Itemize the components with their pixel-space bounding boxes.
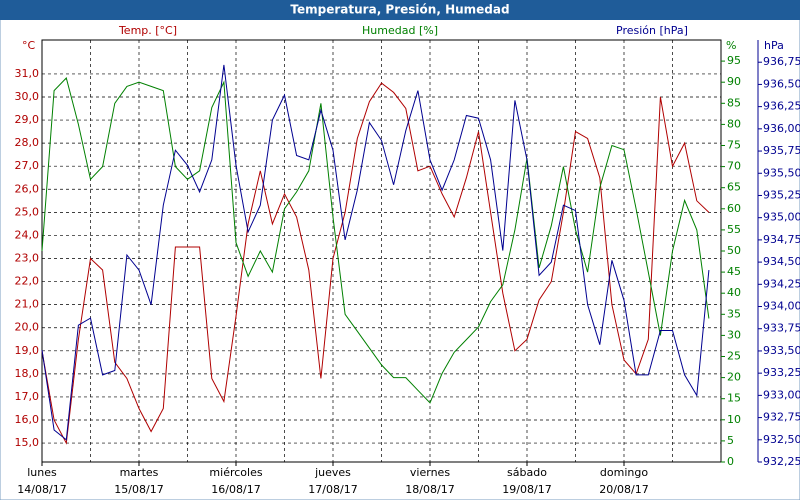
y3-tick-label: 934,75 — [763, 233, 800, 246]
x-tick-date: 14/08/17 — [17, 483, 66, 496]
x-tick-date: 18/08/17 — [405, 483, 454, 496]
y-tick-label: 17,0 — [15, 390, 40, 403]
y3-tick-label: 936,50 — [763, 77, 800, 90]
y2-tick-label: 20 — [727, 371, 741, 384]
y-tick-label: 16,0 — [15, 413, 40, 426]
y2-tick-label: 75 — [727, 139, 741, 152]
x-tick-label: miércoles — [209, 466, 262, 479]
y3-tick-label: 933,25 — [763, 366, 800, 379]
y-tick-label: 24,0 — [15, 228, 40, 241]
legend-label: Temp. [°C] — [118, 24, 177, 37]
y-tick-label: 29,0 — [15, 113, 40, 126]
y2-tick-label: 85 — [727, 96, 741, 109]
y2-tick-label: 40 — [727, 286, 741, 299]
y-tick-label: 23,0 — [15, 251, 40, 264]
x-tick-date: 20/08/17 — [599, 483, 648, 496]
x-tick-label: domingo — [600, 466, 648, 479]
y-unit: °C — [22, 39, 36, 52]
y-tick-label: 27,0 — [15, 159, 40, 172]
y2-unit: % — [726, 39, 736, 52]
y-tick-label: 21,0 — [15, 298, 40, 311]
x-tick-label: martes — [120, 466, 159, 479]
y3-tick-label: 935,00 — [763, 211, 800, 224]
y2-tick-label: 70 — [727, 160, 741, 173]
x-tick-label: lunes — [27, 466, 57, 479]
series-line — [41, 82, 710, 445]
y2-tick-label: 45 — [727, 265, 741, 278]
y2-tick-label: 55 — [727, 223, 741, 236]
y3-tick-label: 932,25 — [763, 455, 800, 468]
y3-tick-label: 933,50 — [763, 344, 800, 357]
y-tick-label: 26,0 — [15, 182, 40, 195]
x-tick-label: sábado — [507, 466, 547, 479]
y2-tick-label: 60 — [727, 202, 741, 215]
y2-tick-label: 90 — [727, 75, 741, 88]
y3-tick-label: 936,00 — [763, 122, 800, 135]
y3-tick-label: 935,75 — [763, 144, 800, 157]
y-tick-label: 28,0 — [15, 136, 40, 149]
y2-tick-label: 35 — [727, 307, 741, 320]
series-line — [41, 64, 710, 441]
y2-tick-label: 5 — [727, 434, 734, 447]
y-tick-label: 20,0 — [15, 321, 40, 334]
x-tick-label: jueves — [314, 466, 351, 479]
y2-tick-label: 10 — [727, 413, 741, 426]
y3-tick-label: 935,50 — [763, 166, 800, 179]
y2-tick-label: 95 — [727, 54, 741, 67]
y3-tick-label: 934,25 — [763, 277, 800, 290]
y-tick-label: 19,0 — [15, 344, 40, 357]
y3-tick-label: 933,00 — [763, 388, 800, 401]
x-tick-label: viernes — [410, 466, 450, 479]
y3-tick-label: 934,00 — [763, 300, 800, 313]
y3-tick-label: 932,50 — [763, 433, 800, 446]
legend-label: Humedad [%] — [362, 24, 438, 37]
x-tick-date: 15/08/17 — [114, 483, 163, 496]
y-tick-label: 31,0 — [15, 67, 40, 80]
chart-title: Temperatura, Presión, Humedad — [290, 3, 509, 17]
y3-tick-label: 932,75 — [763, 411, 800, 424]
y2-tick-label: 80 — [727, 117, 741, 130]
title-bar — [0, 0, 800, 20]
y2-tick-label: 25 — [727, 350, 741, 363]
y-tick-label: 30,0 — [15, 90, 40, 103]
y-tick-label: 18,0 — [15, 367, 40, 380]
x-tick-date: 16/08/17 — [211, 483, 260, 496]
y3-tick-label: 934,50 — [763, 255, 800, 268]
y2-tick-label: 15 — [727, 392, 741, 405]
y2-tick-label: 30 — [727, 328, 741, 341]
y3-unit: hPa — [764, 39, 784, 52]
x-tick-date: 19/08/17 — [502, 483, 551, 496]
y2-tick-label: 0 — [727, 455, 734, 468]
legend-label: Presión [hPa] — [616, 24, 688, 37]
y3-tick-label: 933,75 — [763, 322, 800, 335]
y-tick-label: 22,0 — [15, 275, 40, 288]
y2-tick-label: 65 — [727, 181, 741, 194]
y3-tick-label: 936,25 — [763, 100, 800, 113]
y2-tick-label: 50 — [727, 244, 741, 257]
series-line — [41, 77, 710, 404]
x-tick-date: 17/08/17 — [308, 483, 357, 496]
y3-tick-label: 936,75 — [763, 55, 800, 68]
y-tick-label: 25,0 — [15, 205, 40, 218]
y-tick-label: 15,0 — [15, 436, 40, 449]
y3-tick-label: 935,25 — [763, 188, 800, 201]
